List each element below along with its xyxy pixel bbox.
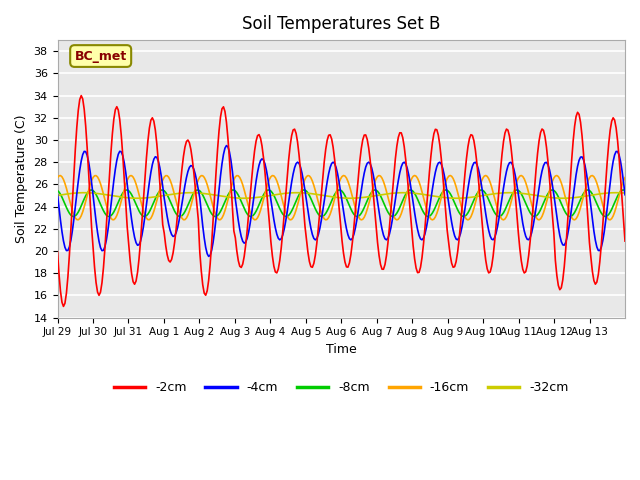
Legend: -2cm, -4cm, -8cm, -16cm, -32cm: -2cm, -4cm, -8cm, -16cm, -32cm bbox=[109, 376, 573, 399]
Y-axis label: Soil Temperature (C): Soil Temperature (C) bbox=[15, 115, 28, 243]
Title: Soil Temperatures Set B: Soil Temperatures Set B bbox=[242, 15, 440, 33]
X-axis label: Time: Time bbox=[326, 343, 356, 356]
Text: BC_met: BC_met bbox=[74, 49, 127, 62]
